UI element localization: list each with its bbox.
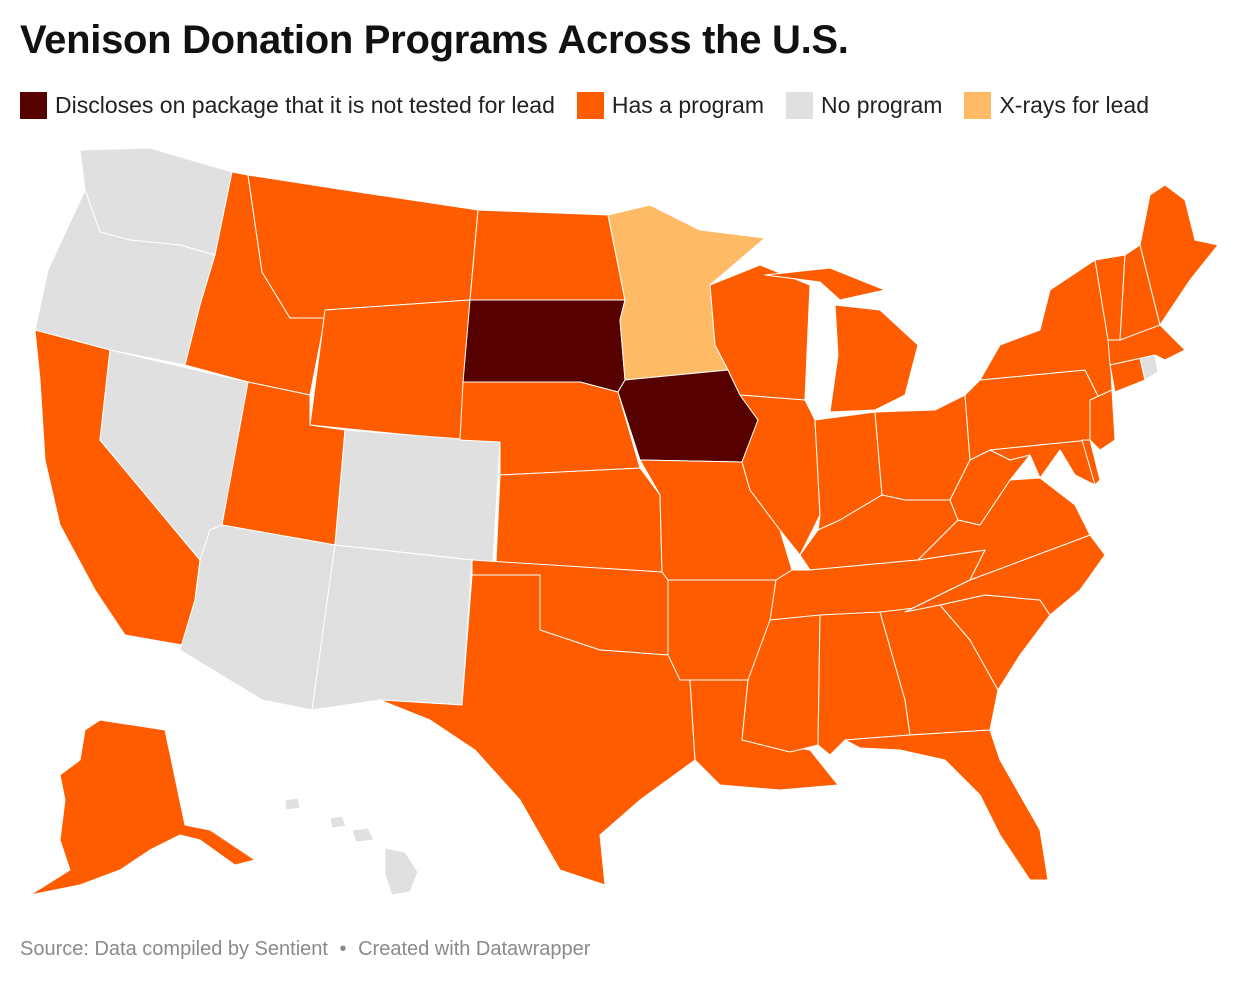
- state-ME[interactable]: [1139, 184, 1219, 326]
- state-AK[interactable]: [29, 719, 256, 896]
- legend-swatch-no-program: [786, 92, 814, 119]
- legend: Discloses on package that it is not test…: [20, 92, 1171, 119]
- state-DE[interactable]: [1081, 439, 1101, 486]
- state-CO[interactable]: [334, 429, 501, 563]
- legend-swatch-not-tested: [20, 92, 47, 119]
- legend-item-xray: X-rays for lead: [964, 92, 1149, 119]
- state-OH[interactable]: [874, 394, 971, 501]
- footer-source: Source: Data compiled by Sentient: [20, 938, 328, 960]
- state-ND[interactable]: [469, 209, 626, 301]
- state-SD[interactable]: [462, 299, 626, 393]
- state-WY[interactable]: [309, 299, 471, 441]
- legend-label-no-program: No program: [821, 92, 943, 118]
- legend-label-xray: X-rays for lead: [999, 92, 1150, 118]
- legend-swatch-xray: [964, 92, 992, 119]
- legend-swatch-has-program: [576, 92, 604, 119]
- legend-label-not-tested: Discloses on package that it is not test…: [55, 92, 555, 118]
- footer-credit: Created with Datawrapper: [358, 938, 591, 960]
- legend-item-has-program: Has a program: [576, 92, 765, 119]
- footer-separator: •: [339, 938, 347, 960]
- state-AZ[interactable]: [179, 524, 336, 711]
- state-NM[interactable]: [311, 544, 473, 711]
- legend-item-no-program: No program: [786, 92, 942, 119]
- chart-title: Venison Donation Programs Across the U.S…: [20, 18, 849, 62]
- state-MI[interactable]: [764, 267, 919, 413]
- state-IL[interactable]: [739, 394, 821, 556]
- state-KS[interactable]: [495, 467, 663, 573]
- footer: Source: Data compiled by Sentient • Crea…: [20, 938, 590, 961]
- state-TX[interactable]: [379, 574, 696, 886]
- legend-label-has-program: Has a program: [611, 92, 765, 118]
- state-NJ[interactable]: [1089, 389, 1116, 451]
- state-FL[interactable]: [844, 729, 1049, 881]
- state-HI[interactable]: [284, 797, 419, 896]
- state-MT[interactable]: [247, 174, 479, 319]
- legend-item-not-tested: Discloses on package that it is not test…: [20, 92, 555, 119]
